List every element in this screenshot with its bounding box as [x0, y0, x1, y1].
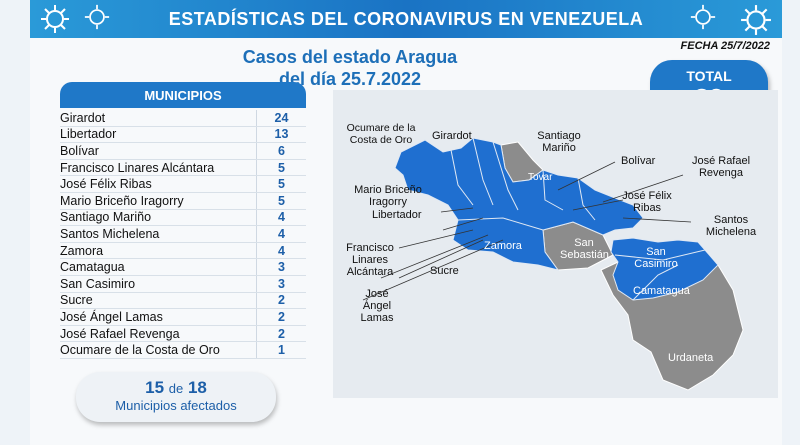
map-label-santiago: Santiago Mariño: [537, 130, 581, 154]
table-row: Ocumare de la Costa de Oro 1: [60, 342, 306, 359]
mun-name: Camatagua: [60, 260, 125, 275]
afectados-box: 15 de 18 Municipios afectados: [76, 372, 276, 422]
map-label-santos: Santos Michelena: [705, 214, 757, 238]
map-label-ocumare: Ocumare de la Costa de Oro: [346, 122, 416, 146]
table-row: José Rafael Revenga 2: [60, 325, 306, 343]
mun-name: Bolívar: [60, 143, 99, 158]
mun-name: Mario Briceño Iragorry: [60, 193, 184, 208]
table-row: San Casimiro 3: [60, 275, 306, 293]
afectados-de: de: [168, 381, 184, 396]
mun-value: 2: [256, 325, 306, 342]
table-row: Bolívar 6: [60, 143, 306, 160]
map-region-north: [394, 137, 644, 271]
mun-value: 4: [256, 226, 306, 242]
mun-name: Santos Michelena: [60, 226, 160, 241]
mun-value: 13: [256, 126, 306, 143]
mun-value: 2: [256, 292, 306, 309]
mun-name: Francisco Linares Alcántara: [60, 160, 215, 175]
mun-value: 4: [256, 209, 306, 226]
mun-name: José Rafael Revenga: [60, 326, 180, 341]
header-banner: ESTADÍSTICAS DEL CORONAVIRUS EN VENEZUEL…: [30, 0, 782, 38]
table-row: Francisco Linares Alcántara 5: [60, 159, 306, 177]
mun-name: José Félix Ribas: [60, 177, 152, 192]
map-label-sancasimiro: San Casimiro: [634, 246, 678, 270]
afectados-count-line: 15 de 18: [76, 378, 276, 398]
table-row: Santiago Mariño 4: [60, 209, 306, 227]
map-label-girardot: Girardot: [432, 130, 472, 142]
mun-value: 24: [256, 110, 306, 126]
virus-icon: [741, 5, 771, 35]
table-row: José Félix Ribas 5: [60, 176, 306, 193]
mun-name: Ocumare de la Costa de Oro: [60, 343, 220, 358]
aragua-map: [362, 137, 744, 391]
map-label-zamora: Zamora: [484, 240, 522, 252]
mun-name: Girardot: [60, 110, 106, 125]
date-label: FECHA 25/7/2022: [680, 40, 770, 52]
municipios-header: MUNICIPIOS: [60, 82, 306, 108]
mun-name: Sucre: [60, 293, 93, 308]
map-label-revenga: José Rafael Revenga: [691, 155, 751, 179]
table-row: Sucre 2: [60, 292, 306, 310]
mun-value: 5: [256, 159, 306, 176]
table-row: Camatagua 3: [60, 259, 306, 276]
map-label-bolivar: Bolívar: [621, 155, 656, 167]
mun-value: 4: [256, 242, 306, 259]
table-row: Santos Michelena 4: [60, 226, 306, 243]
map-label-ribas: José Félix Ribas: [622, 190, 672, 214]
afectados-label: Municipios afectados: [115, 398, 237, 413]
table-row: Mario Briceño Iragorry 5: [60, 192, 306, 210]
mun-name: Santiago Mariño: [60, 210, 152, 225]
mun-name: José Ángel Lamas: [60, 309, 163, 324]
mun-name: San Casimiro: [60, 276, 136, 291]
map-label-tovar: Tovar: [528, 172, 553, 183]
table-row: Libertador 13: [60, 126, 306, 144]
mun-value: 3: [256, 275, 306, 292]
subtitle: Casos del estado Aragua del día 25.7.202…: [200, 46, 500, 90]
mun-name: Zamora: [60, 243, 104, 258]
map-label-sucre: Sucre: [430, 265, 459, 277]
map-label-camatagua: Camatagua: [633, 285, 690, 297]
mun-value: 5: [256, 176, 306, 192]
mun-name: Libertador: [60, 127, 117, 142]
mun-value: 2: [256, 309, 306, 325]
mun-value: 5: [256, 192, 306, 209]
subtitle-line2: del día 25.7.2022: [278, 69, 422, 89]
subtitle-line1: Casos del estado Aragua: [242, 47, 458, 67]
table-row: Girardot 24: [60, 110, 306, 127]
virus-icon: [41, 5, 69, 33]
map-label-urdaneta: Urdaneta: [668, 352, 714, 364]
map-label-mario: Mario Briceño Iragorry: [354, 184, 422, 208]
table-row: José Ángel Lamas 2: [60, 309, 306, 326]
map-label-sansebastian: San Sebastián: [560, 237, 609, 261]
table-row: Zamora 4: [60, 242, 306, 260]
virus-icon: [84, 4, 110, 30]
afectados-total: 18: [187, 378, 207, 397]
map-label-lamas: José Ángel Lamas: [360, 288, 394, 324]
total-label: TOTAL: [686, 68, 732, 84]
mun-value: 3: [256, 259, 306, 275]
page-title: ESTADÍSTICAS DEL CORONAVIRUS EN VENEZUEL…: [168, 8, 644, 29]
mun-value: 6: [256, 143, 306, 159]
map-label-libertador: Libertador: [372, 209, 422, 221]
map-label-francisco: Francisco Linares Alcántara: [346, 242, 394, 278]
mun-value: 1: [256, 342, 306, 358]
afectados-count: 15: [145, 378, 165, 397]
virus-icon: [690, 4, 716, 30]
municipios-table: Girardot 24 Libertador 13 Bolívar 6 Francis…: [60, 110, 306, 359]
